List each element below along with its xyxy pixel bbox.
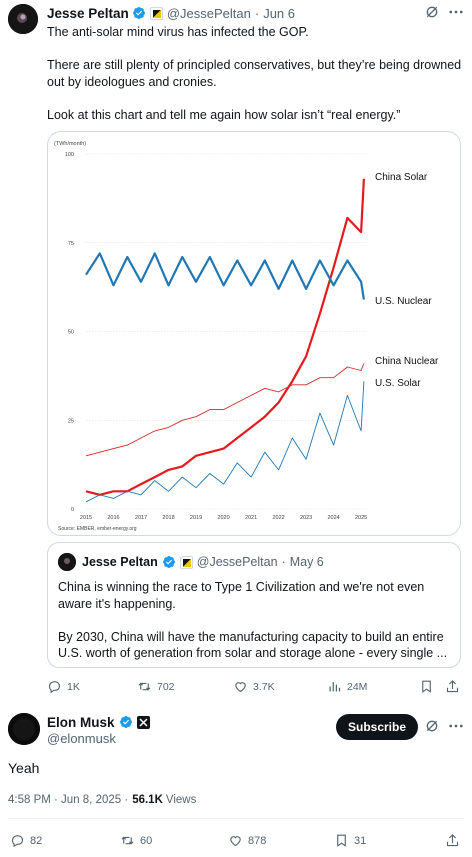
reply-avatar[interactable]: [8, 713, 40, 745]
y-tick-label: 0: [71, 507, 74, 513]
reply-reply-button[interactable]: 82: [10, 833, 42, 848]
reply-timestamp[interactable]: 4:58 PM · Jun 8, 2025 ·: [8, 794, 129, 806]
reply-icon: [11, 835, 24, 848]
tweet-date[interactable]: Jun 6: [263, 5, 295, 21]
x-tick-label: 2023: [300, 515, 312, 521]
reply-meta: 4:58 PM · Jun 8, 2025 · 56.1K Views: [8, 794, 196, 806]
verified-badge-icon: [162, 556, 175, 568]
reply-views-label: Views: [165, 794, 197, 806]
date-separator: ·: [254, 5, 260, 21]
quote-author-name[interactable]: Jesse Peltan: [82, 555, 158, 569]
y-tick-label: 75: [68, 241, 74, 247]
bookmark-icon: [422, 680, 431, 693]
series-line: [85, 252, 365, 300]
reply-handle[interactable]: @elonmusk: [47, 731, 116, 746]
series-line: [85, 363, 365, 457]
y-tick-label: 100: [65, 152, 74, 158]
tweet-header: Jesse Peltan @JessePeltan · Jun 6: [47, 5, 295, 21]
x-tick-label: 2025: [355, 515, 367, 521]
y-tick-label: 25: [68, 418, 74, 424]
chart-source: Source: EMBER, ember-energy.org: [58, 526, 137, 532]
bookmark-icon: [337, 834, 346, 847]
energy-chart: (TWh/month) 0 25 50 75 100 2015 2016 2017 2018 201…: [54, 141, 439, 532]
share-icon: [446, 834, 459, 847]
views-button[interactable]: 24M: [327, 679, 367, 694]
tweet-paragraph: The anti-solar mind virus has infected t…: [47, 25, 309, 39]
like-icon: [235, 682, 246, 693]
x-tick-label: 2019: [190, 515, 202, 521]
reply-bookmark-count: 31: [354, 834, 367, 847]
reply-text: Yeah: [8, 760, 40, 776]
series-label: U.S. Solar: [375, 378, 421, 389]
retweet-icon: [121, 836, 134, 845]
chart-card[interactable]: (TWh/month) 0 25 50 75 100 2015 2016 2017 2018 201…: [47, 131, 461, 536]
reply-reply-count: 82: [30, 834, 43, 847]
affiliate-badge-icon: [179, 555, 193, 569]
author-name[interactable]: Jesse Peltan: [47, 5, 129, 21]
like-icon: [230, 836, 241, 847]
grok-icon[interactable]: [424, 718, 440, 739]
more-icon[interactable]: [447, 3, 465, 26]
reply-like-count: 878: [248, 834, 267, 847]
like-count: 3.7K: [253, 680, 275, 693]
verified-badge-icon: [119, 716, 132, 728]
reply-views-count: 56.1K: [132, 794, 163, 806]
tweet-paragraph: There are still plenty of principled con…: [47, 58, 462, 89]
share-button[interactable]: [445, 679, 460, 694]
grok-icon[interactable]: [424, 4, 440, 25]
avatar[interactable]: [8, 4, 38, 34]
reply-bookmark-button[interactable]: 31: [334, 833, 366, 848]
reply-count: 1K: [67, 680, 80, 693]
reply-share-button[interactable]: [445, 833, 460, 848]
x-tick-label: 2017: [135, 515, 147, 521]
divider: [8, 818, 464, 819]
y-tick-label: 50: [68, 330, 74, 336]
verified-badge-icon: [132, 7, 145, 19]
subscribe-button[interactable]: Subscribe: [336, 714, 418, 740]
bookmark-button[interactable]: [419, 679, 434, 694]
x-tick-label: 2020: [217, 515, 229, 521]
more-icon[interactable]: [447, 717, 465, 740]
quote-paragraph: China is winning the race to Type 1 Civi…: [58, 580, 425, 611]
x-tick-label: 2022: [272, 515, 284, 521]
date-separator: ·: [281, 555, 286, 569]
retweet-count: 702: [157, 680, 175, 693]
series-line: [85, 381, 365, 503]
tweet-paragraph: Look at this chart and tell me again how…: [47, 107, 401, 122]
reply-author-name[interactable]: Elon Musk: [47, 714, 115, 730]
reply-button[interactable]: 1K: [47, 679, 80, 694]
x-tick-label: 2021: [245, 515, 257, 521]
like-button[interactable]: 3.7K: [233, 679, 275, 694]
reply-like-button[interactable]: 878: [228, 833, 266, 848]
reply-header: Elon Musk: [47, 714, 150, 730]
quote-header: Jesse Peltan @JessePeltan · May 6: [82, 554, 324, 570]
share-icon: [446, 680, 459, 693]
quote-date: May 6: [289, 555, 324, 569]
views-icon: [329, 682, 341, 692]
series-label: China Solar: [375, 172, 428, 183]
tweet-text: The anti-solar mind virus has infected t…: [47, 24, 465, 123]
series-line: [85, 178, 365, 496]
quote-tweet[interactable]: Jesse Peltan @JessePeltan · May 6 China …: [47, 542, 461, 668]
x-tick-label: 2016: [107, 515, 119, 521]
y-axis-label: (TWh/month): [54, 141, 86, 147]
x-tick-label: 2015: [80, 515, 92, 521]
affiliate-badge-icon: [149, 6, 163, 20]
retweet-icon: [138, 682, 151, 691]
series-label: U.S. Nuclear: [375, 296, 432, 307]
x-logo-icon: [136, 715, 150, 729]
reply-icon: [48, 681, 61, 694]
retweet-button[interactable]: 702: [137, 679, 175, 694]
quote-text: China is winning the race to Type 1 Civi…: [58, 579, 454, 662]
reply-retweet-count: 60: [140, 834, 153, 847]
series-label: China Nuclear: [375, 356, 439, 367]
quote-avatar[interactable]: [58, 553, 76, 571]
x-tick-label: 2024: [327, 515, 339, 521]
x-tick-label: 2018: [162, 515, 174, 521]
reply-retweet-button[interactable]: 60: [120, 833, 152, 848]
quote-paragraph: By 2030, China will have the manufacturi…: [58, 629, 448, 661]
quote-handle: @JessePeltan: [196, 555, 278, 569]
author-handle[interactable]: @JessePeltan: [166, 5, 251, 21]
views-count: 24M: [347, 680, 368, 693]
